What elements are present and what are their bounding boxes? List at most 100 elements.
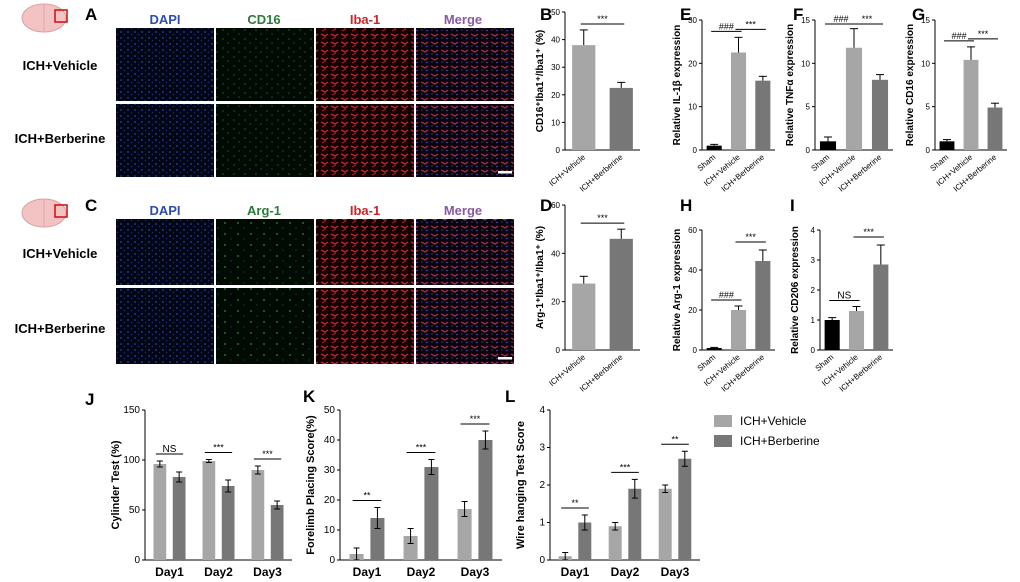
legend: ICH+Vehicle ICH+Berberine bbox=[714, 414, 820, 448]
y-tick-label-e: 0 bbox=[693, 146, 698, 155]
panel-letter-l: L bbox=[505, 387, 515, 406]
y-axis-label-g: Relative CD16 expression bbox=[905, 24, 916, 146]
bar-f bbox=[845, 47, 863, 150]
y-tick-label-k: 0 bbox=[329, 555, 335, 566]
y-tick-label-e: 30 bbox=[688, 16, 697, 25]
image-dapi-berberine-a bbox=[116, 104, 214, 177]
significance-label-l: ** bbox=[571, 498, 579, 508]
scale-bar-a bbox=[498, 171, 512, 174]
significance-label-h: ### bbox=[719, 290, 734, 300]
image-iba1-berberine-a bbox=[316, 104, 414, 177]
bar-g bbox=[963, 59, 979, 150]
y-tick-label-e: 20 bbox=[688, 59, 697, 68]
y-tick-label-h: 20 bbox=[688, 306, 697, 315]
channel-label-dapi: DAPI bbox=[149, 12, 180, 27]
y-tick-label-i: 4 bbox=[811, 226, 816, 235]
row-label-vehicle-a: ICH+Vehicle bbox=[23, 58, 98, 73]
significance-label-k: ** bbox=[363, 491, 371, 501]
y-axis-label-h: Relative Arg-1 expression bbox=[672, 229, 683, 351]
bar-g bbox=[987, 107, 1003, 150]
significance-label-b: *** bbox=[597, 14, 608, 24]
y-tick-label-l: 1 bbox=[539, 518, 545, 529]
panel-letter-c: C bbox=[85, 196, 97, 215]
y-axis-label-b: CD16⁺Iba1⁺/Iba1⁺ (%) bbox=[535, 30, 546, 133]
x-tick-label-j: Day1 bbox=[155, 565, 184, 579]
y-axis-label-d: Arg-1⁺Iba1⁺/Iba1⁺ (%) bbox=[535, 226, 546, 329]
bar-d bbox=[572, 283, 596, 350]
y-tick-label-k: 30 bbox=[324, 465, 336, 476]
x-tick-label-f: Sham bbox=[809, 152, 831, 173]
y-axis-label-i: Relative CD206 expression bbox=[790, 226, 801, 354]
y-tick-label-k: 20 bbox=[324, 495, 336, 506]
bar-b bbox=[572, 45, 596, 151]
channel-label-merge: Merge bbox=[444, 12, 482, 27]
bar-k bbox=[478, 440, 493, 560]
y-tick-label-k: 10 bbox=[324, 525, 336, 536]
row-label-berberine-a: ICH+Berberine bbox=[15, 131, 106, 146]
y-tick-label-f: 0 bbox=[806, 146, 811, 155]
image-iba1-vehicle-a bbox=[316, 28, 414, 101]
brain-schematic-a bbox=[21, 3, 68, 33]
bar-b bbox=[609, 87, 633, 150]
panel-letter-f: F bbox=[793, 5, 803, 24]
significance-label-e: ### bbox=[719, 21, 734, 31]
significance-label-e: *** bbox=[745, 19, 756, 29]
y-tick-label-h: 0 bbox=[693, 346, 698, 355]
y-tick-label-g: 0 bbox=[926, 146, 931, 155]
bar-e bbox=[730, 52, 747, 150]
x-tick-label-l: Day2 bbox=[611, 565, 640, 579]
bar-k bbox=[424, 467, 439, 560]
channel-label-cd16: CD16 bbox=[247, 12, 280, 27]
bar-e bbox=[706, 145, 722, 150]
chart-d: D 0 20 40 60 Arg-1⁺Iba1⁺/Iba1⁺ (%) ICH+Vehicle… bbox=[535, 196, 640, 394]
image-iba1-vehicle-c bbox=[316, 219, 414, 285]
y-axis-label-f: Relative TNFα expression bbox=[785, 24, 796, 146]
panel-c: C DAPI Arg-1 Iba-1 Merge ICH+Vehicle ICH… bbox=[15, 196, 514, 364]
x-tick-label-e: ICH+Berberine bbox=[720, 152, 767, 193]
bar-j bbox=[251, 470, 265, 560]
bar-d bbox=[609, 238, 633, 350]
y-tick-label-b: 30 bbox=[551, 63, 560, 72]
panel-letter-e: E bbox=[680, 5, 691, 24]
y-tick-label-h: 60 bbox=[688, 226, 697, 235]
image-dapi-vehicle-a bbox=[116, 28, 214, 101]
x-tick-label-k: Day1 bbox=[353, 565, 382, 579]
significance-label-g: ### bbox=[951, 31, 966, 41]
image-dapi-vehicle-c bbox=[116, 219, 214, 285]
x-tick-label-g: ICH+Berberine bbox=[952, 152, 999, 193]
panel-letter-j: J bbox=[85, 390, 94, 409]
image-cd16-berberine bbox=[216, 104, 314, 177]
image-merge-berberine-a bbox=[416, 104, 514, 177]
significance-label-i: *** bbox=[863, 227, 874, 237]
channel-label-merge-c: Merge bbox=[444, 203, 482, 218]
bar-i bbox=[824, 320, 840, 350]
bar-j bbox=[172, 477, 186, 560]
image-merge-berberine-c bbox=[416, 288, 514, 364]
significance-label-f: *** bbox=[862, 14, 873, 24]
y-tick-label-f: 5 bbox=[806, 103, 811, 112]
x-tick-label-d: ICH+Vehicle bbox=[547, 352, 587, 388]
bar-h bbox=[706, 348, 722, 350]
panel-a: A DAPI CD16 Iba-1 Merge ICH+Vehicle ICH+… bbox=[15, 3, 514, 177]
significance-label-l: ** bbox=[671, 434, 679, 444]
y-tick-label-j: 0 bbox=[134, 555, 140, 566]
image-arg1-berberine bbox=[216, 288, 314, 364]
significance-label-j: *** bbox=[213, 443, 224, 453]
legend-label-vehicle: ICH+Vehicle bbox=[740, 414, 807, 428]
bar-g bbox=[939, 141, 955, 150]
bar-l bbox=[658, 488, 672, 560]
y-tick-label-d: 40 bbox=[551, 249, 560, 258]
bar-l bbox=[628, 488, 642, 560]
x-tick-label-l: Day3 bbox=[661, 565, 690, 579]
y-tick-label-l: 2 bbox=[539, 480, 545, 491]
y-tick-label-l: 3 bbox=[539, 443, 545, 454]
significance-label-i: NS bbox=[837, 291, 851, 302]
y-tick-label-g: 10 bbox=[921, 59, 930, 68]
y-tick-label-j: 50 bbox=[129, 505, 141, 516]
row-label-berberine-c: ICH+Berberine bbox=[15, 321, 106, 336]
y-tick-label-b: 50 bbox=[551, 8, 560, 17]
bar-l bbox=[678, 458, 692, 560]
